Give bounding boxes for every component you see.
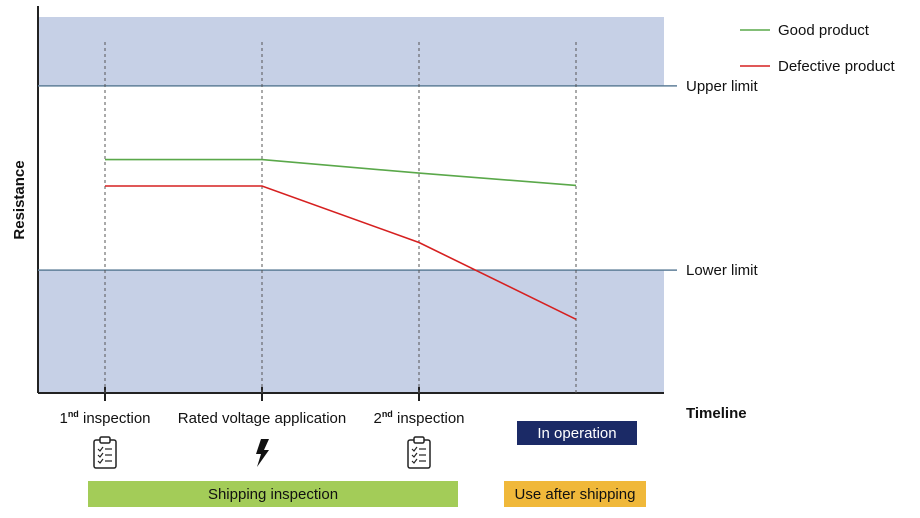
use-after-shipping-bar-label: Use after shipping <box>515 486 636 503</box>
axes <box>37 6 664 401</box>
phase-bars: In operation Shipping inspection Use after… <box>88 421 646 507</box>
series-line-1 <box>105 158 577 187</box>
legend: Good product Defective product <box>740 22 896 75</box>
shipping-inspection-bar-label: Shipping inspection <box>208 486 338 503</box>
lower-limit-label: Lower limit <box>686 262 759 279</box>
clipboard-checklist-icon <box>93 436 117 469</box>
lower-shaded-zone <box>38 270 664 393</box>
series-line-2 <box>105 185 577 321</box>
stage-label-2: Rated voltage application <box>178 410 346 427</box>
stage-gridlines <box>104 42 577 393</box>
shipping-inspection-bar <box>88 481 458 507</box>
legend-label-1: Good product <box>778 22 870 39</box>
stage-labels: 1nd inspection Rated voltage application 2… <box>59 409 465 469</box>
y-axis-title: Resistance <box>11 160 28 239</box>
stage-label-1: 1nd inspection <box>59 409 150 427</box>
out-of-range-shading <box>38 17 664 393</box>
lightning-bolt-icon <box>256 439 269 467</box>
in-operation-bar-label: In operation <box>537 425 616 442</box>
x-axis-title: Timeline <box>686 405 747 422</box>
series-group <box>105 158 577 321</box>
axis-labels: Resistance Timeline <box>11 160 747 422</box>
upper-limit-label: Upper limit <box>686 78 759 95</box>
stage-label-3: 2nd inspection <box>373 409 464 427</box>
in-operation-bar <box>517 421 637 445</box>
legend-label-2: Defective product <box>778 58 896 75</box>
limit-lines: Upper limit Lower limit <box>38 78 759 279</box>
clipboard-checklist-icon <box>407 436 431 469</box>
upper-shaded-zone <box>38 17 664 86</box>
use-after-shipping-bar <box>504 481 646 507</box>
